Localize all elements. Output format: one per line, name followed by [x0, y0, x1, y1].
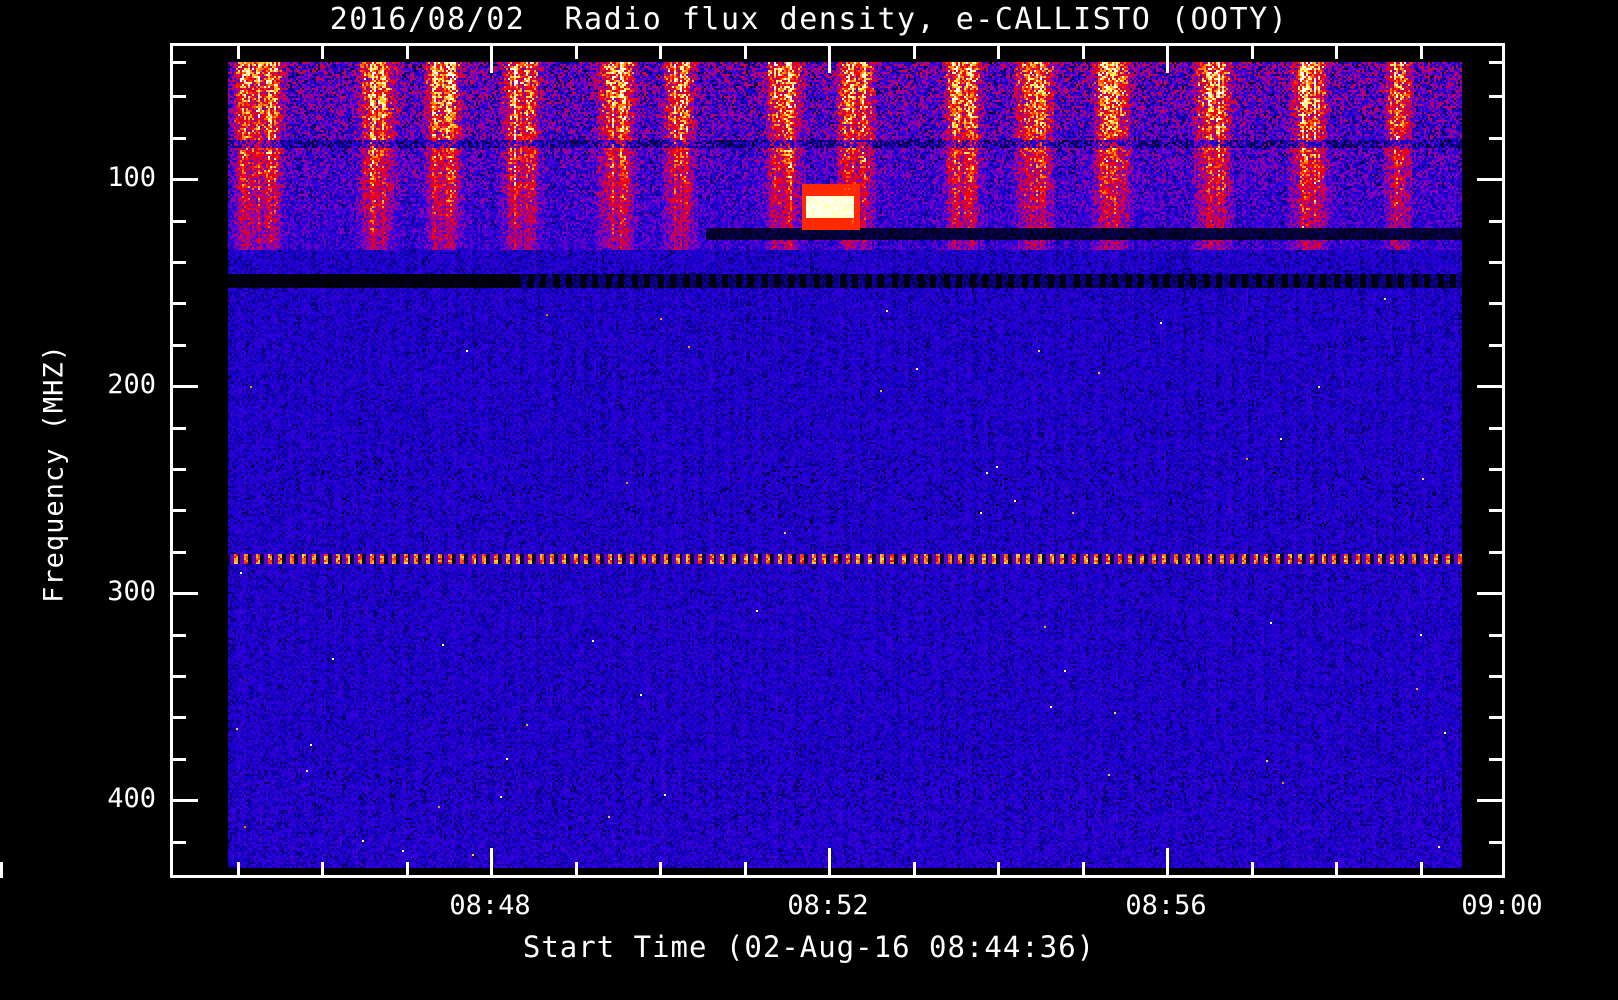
ytick-300 [170, 592, 198, 595]
spectrogram-canvas [228, 62, 1462, 868]
ytick-label-100: 100 [107, 162, 156, 193]
ytick-minor [170, 344, 186, 347]
ytick-right-minor [1489, 634, 1505, 637]
ytick-right-minor [1489, 468, 1505, 471]
xtick-top-minor [1420, 43, 1423, 59]
xtick-minor [406, 862, 409, 878]
xtick-top-0852 [828, 43, 831, 73]
xtick-top-minor [575, 43, 578, 59]
xtick-top-minor [997, 43, 1000, 59]
ytick-minor [170, 427, 186, 430]
ytick-minor [170, 95, 186, 98]
xtick-top-minor [1335, 43, 1338, 59]
xtick-top-minor [913, 43, 916, 59]
xtick-minor [321, 862, 324, 878]
ytick-label-400: 400 [107, 783, 156, 814]
xtick-top-minor [406, 43, 409, 59]
ytick-right-minor [1489, 551, 1505, 554]
xtick-minor [0, 862, 3, 878]
ytick-minor [170, 509, 186, 512]
xtick-label-0856: 08:56 [1125, 890, 1207, 921]
xtick-label-0852: 08:52 [787, 890, 869, 921]
ytick-minor [170, 716, 186, 719]
xtick-minor [575, 862, 578, 878]
xtick-top-minor [659, 43, 662, 59]
ytick-right-minor [1489, 302, 1505, 305]
spectrogram-image [228, 62, 1462, 868]
ytick-minor [170, 468, 186, 471]
xtick-top-minor [321, 43, 324, 59]
ytick-right-minor [1489, 95, 1505, 98]
y-axis-label: Frequency (MHZ) [38, 344, 70, 603]
xtick-0900 [1502, 848, 1505, 878]
xtick-top-0848 [490, 43, 493, 73]
ytick-minor [170, 137, 186, 140]
xtick-label-0848: 08:48 [449, 890, 531, 921]
xtick-minor [997, 862, 1000, 878]
xtick-top-minor [1082, 43, 1085, 59]
xtick-top-minor [237, 43, 240, 59]
ytick-right-minor [1489, 137, 1505, 140]
xtick-minor [913, 862, 916, 878]
ytick-right-minor [1489, 758, 1505, 761]
ytick-100 [170, 178, 198, 181]
page-title: 2016/08/02 Radio flux density, e-CALLIST… [329, 2, 1289, 37]
ytick-right-minor [1489, 509, 1505, 512]
xtick-minor [744, 862, 747, 878]
ytick-minor [170, 758, 186, 761]
ytick-minor [170, 841, 186, 844]
ytick-minor [170, 261, 186, 264]
xtick-0852 [828, 848, 831, 878]
ytick-200 [170, 385, 198, 388]
xtick-label-0900: 09:00 [1461, 890, 1543, 921]
ytick-right-100 [1477, 178, 1505, 181]
ytick-right-minor [1489, 841, 1505, 844]
ytick-right-400 [1477, 799, 1505, 802]
xtick-minor [1420, 862, 1423, 878]
ytick-minor [170, 61, 186, 64]
xtick-minor [1335, 862, 1338, 878]
xtick-top-minor [1251, 43, 1254, 59]
ytick-minor [170, 302, 186, 305]
ytick-right-300 [1477, 592, 1505, 595]
xtick-top-0856 [1166, 43, 1169, 73]
ytick-right-minor [1489, 675, 1505, 678]
ytick-right-minor [1489, 344, 1505, 347]
ytick-label-300: 300 [107, 576, 156, 607]
ytick-minor [170, 675, 186, 678]
ytick-400 [170, 799, 198, 802]
ytick-minor [170, 220, 186, 223]
x-axis-label: Start Time (02-Aug-16 08:44:36) [522, 930, 1096, 964]
xtick-0856 [1166, 848, 1169, 878]
ytick-minor [170, 551, 186, 554]
ytick-right-minor [1489, 427, 1505, 430]
xtick-minor [1251, 862, 1254, 878]
xtick-0848 [490, 848, 493, 878]
ytick-label-200: 200 [107, 369, 156, 400]
xtick-minor [237, 862, 240, 878]
xtick-minor [1082, 862, 1085, 878]
ytick-minor [170, 634, 186, 637]
xtick-top-minor [744, 43, 747, 59]
ytick-right-minor [1489, 61, 1505, 64]
ytick-right-minor [1489, 716, 1505, 719]
ytick-right-minor [1489, 220, 1505, 223]
ytick-right-200 [1477, 385, 1505, 388]
xtick-minor [659, 862, 662, 878]
ytick-right-minor [1489, 261, 1505, 264]
